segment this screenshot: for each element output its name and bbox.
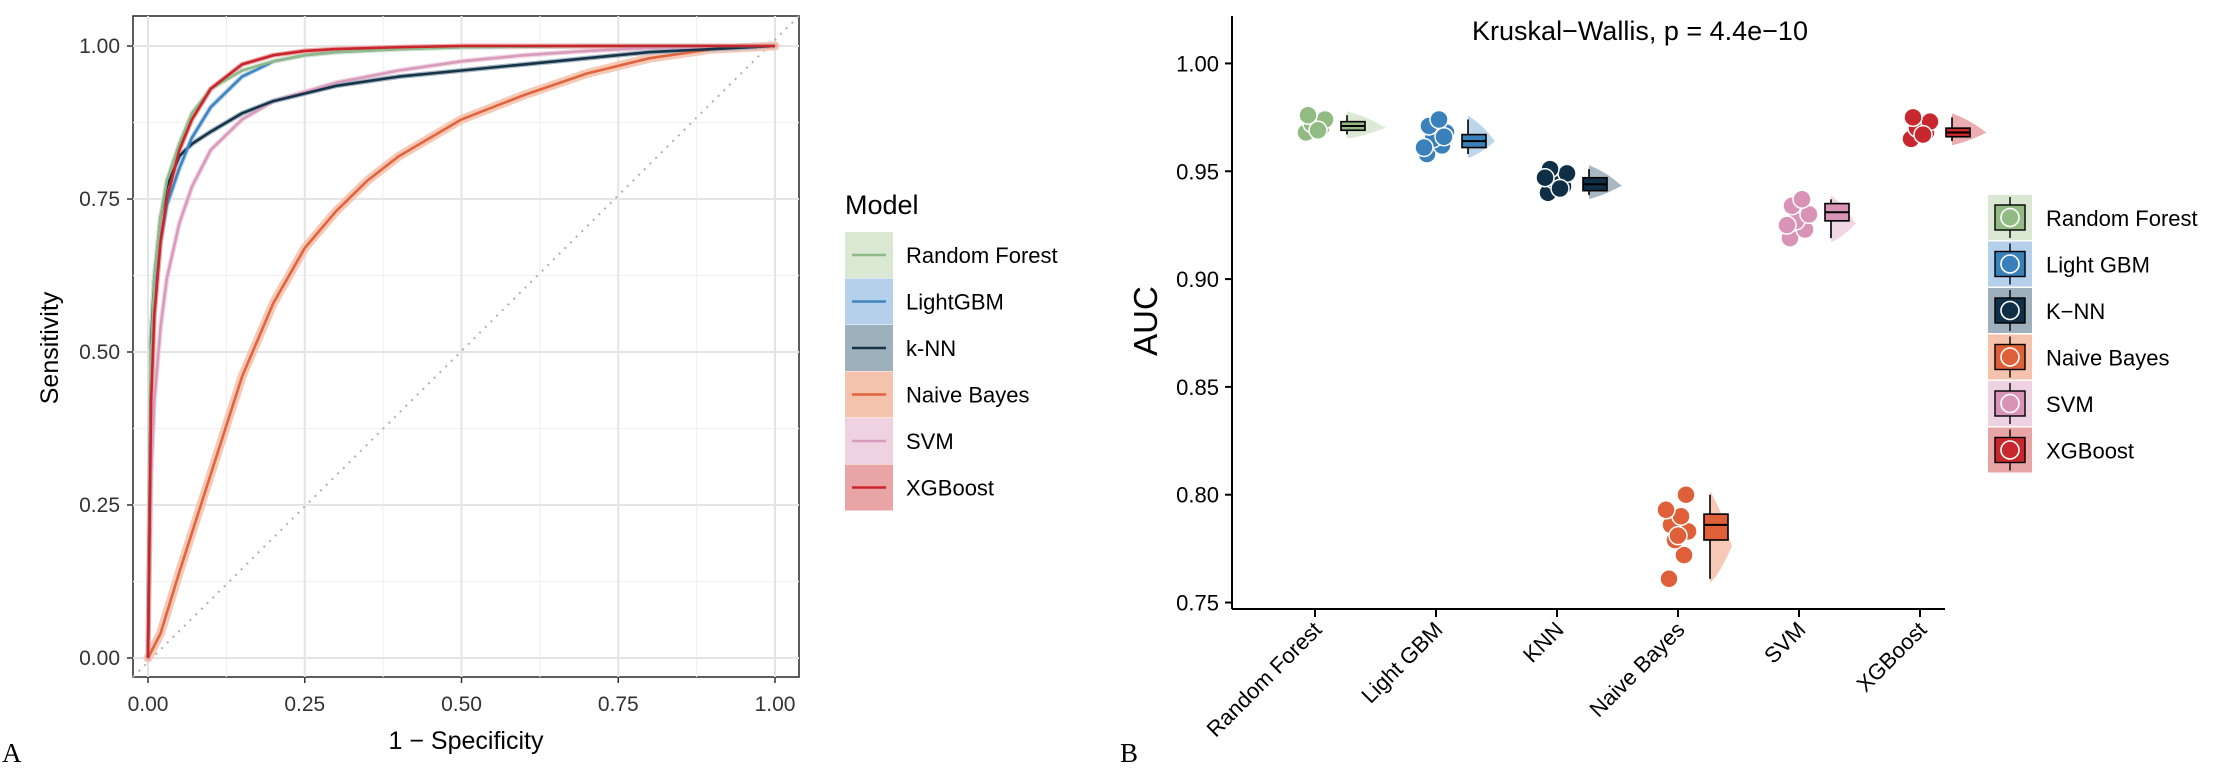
point-naive-bayes: [1656, 500, 1676, 520]
panel-b-y-axis-title: AUC: [1127, 286, 1164, 356]
point-light-gbm: [1434, 127, 1454, 147]
roc-line-svm: [146, 44, 776, 659]
panel-a-x-tick-labels: 0.00 0.25 0.50 0.75 1.00: [128, 677, 796, 716]
group-xgboost: [1901, 107, 1987, 149]
point-naive-bayes: [1676, 484, 1696, 505]
legend-b-label-xgboost: XGBoost: [2046, 439, 2134, 464]
roc-line-random-forest: [146, 44, 775, 659]
legend-b-label-naive-bayes: Naive Bayes: [2046, 346, 2170, 371]
group-naive-bayes: [1656, 484, 1732, 589]
point-knn: [1550, 178, 1570, 199]
panel-a-roc-chart: 0.00 0.25 0.50 0.75 1.00 0.00 0.25 0.50 0.75 1.0…: [36, 15, 1058, 755]
roc-line-xgboost: [146, 44, 775, 659]
legend-b-item-xgboost: XGBoost: [1988, 427, 2134, 473]
panel-b-x-tick-label: Random Forest: [1202, 617, 1327, 742]
panel-a-label: A: [2, 738, 22, 768]
legend-a-item-k-nn: k-NN: [845, 325, 956, 371]
legend-a-label-k-nn: k-NN: [906, 336, 956, 361]
panel-a-y-axis-title: Sensitivity: [36, 291, 64, 404]
legend-b-point-light-gbm: [2000, 254, 2020, 274]
point-naive-bayes: [1674, 545, 1694, 565]
panel-b-y-tick-label: 0.75: [1176, 591, 1219, 616]
panel-a-y-tick-labels: 0.00 0.25 0.50 0.75 1.00: [79, 35, 133, 670]
panel-a-roc-lines: [146, 44, 776, 659]
panel-b-legend: Random Forest Light GBM K−NN Naive Bayes SVM…: [1988, 195, 2198, 473]
panel-b-auc-raincloud-chart: Kruskal−Wallis, p = 4.4e−10 0.75 0.80 0.85…: [1127, 16, 2198, 742]
point-random-forest: [1308, 120, 1328, 141]
point-naive-bayes: [1659, 569, 1679, 589]
legend-b-label-svm: SVM: [2046, 392, 2094, 417]
legend-b-point-k-nn: [2000, 300, 2020, 321]
legend-b-item-svm: SVM: [1988, 381, 2094, 426]
legend-a-label-naive-bayes: Naive Bayes: [906, 383, 1030, 408]
point-xgboost: [1913, 124, 1933, 145]
point-light-gbm: [1414, 137, 1434, 158]
panel-a-x-tick-label: 0.50: [441, 693, 482, 716]
legend-a-item-lightgbm: LightGBM: [845, 278, 1004, 325]
legend-b-point-svm: [2000, 393, 2020, 414]
point-light-gbm: [1429, 109, 1449, 130]
panel-a-x-tick-label: 1.00: [755, 693, 796, 716]
panel-b-x-tick-label: XGBoost: [1852, 617, 1932, 697]
panel-a-x-tick-label: 0.75: [598, 693, 639, 716]
panel-b-label: B: [1120, 738, 1138, 768]
point-xgboost: [1903, 107, 1923, 128]
panel-a-y-tick-label: 0.50: [79, 341, 120, 364]
panel-b-y-tick-labels: 0.75 0.80 0.85 0.90 0.95 1.00: [1176, 51, 1232, 616]
panel-b-y-tick-label: 0.85: [1176, 375, 1219, 400]
roc-line-naive-bayes: [146, 44, 776, 659]
panel-a-x-tick-label: 0.25: [284, 693, 325, 716]
panel-a-y-tick-label: 1.00: [79, 35, 120, 58]
legend-a-item-naive-bayes: Naive Bayes: [845, 371, 1030, 418]
legend-b-item-light-gbm: Light GBM: [1988, 241, 2150, 287]
panel-b-y-tick-label: 1.00: [1176, 51, 1219, 76]
panel-b-x-tick-label: Naive Bayes: [1585, 617, 1690, 722]
box-naive-bayes: [1703, 513, 1729, 541]
panel-a-legend-title: Model: [845, 190, 919, 220]
panel-b-groups: [1296, 105, 1987, 589]
legend-a-item-random-forest: Random Forest: [845, 232, 1058, 278]
group-knn: [1535, 159, 1622, 203]
legend-b-item-naive-bayes: Naive Bayes: [1988, 334, 2170, 380]
legend-a-item-xgboost: XGBoost: [845, 464, 994, 511]
density-random-forest: [1347, 111, 1387, 139]
legend-b-item-k-nn: K−NN: [1988, 288, 2105, 333]
group-svm: [1777, 189, 1857, 248]
panel-b-x-tick-label: KNN: [1518, 617, 1569, 668]
group-light-gbm: [1414, 109, 1496, 164]
panel-b-x-tick-labels: Random Forest Light GBM KNN Naive Bayes SVM X…: [1202, 609, 1932, 742]
point-knn: [1535, 167, 1555, 188]
legend-b-point-random-forest: [2000, 207, 2020, 228]
legend-b-point-naive-bayes: [2000, 347, 2020, 367]
legend-b-label-k-nn: K−NN: [2046, 299, 2105, 324]
panel-a-y-tick-label: 0.75: [79, 188, 120, 211]
panel-b-x-tick-label: SVM: [1759, 617, 1810, 668]
panel-b-y-tick-label: 0.95: [1176, 159, 1219, 184]
panel-b-y-tick-label: 0.90: [1176, 267, 1219, 292]
point-svm: [1777, 215, 1797, 235]
panel-a-plot-background: [132, 15, 800, 678]
panel-b-x-tick-label: Light GBM: [1356, 617, 1447, 708]
point-naive-bayes: [1668, 525, 1688, 546]
point-random-forest: [1298, 105, 1318, 125]
point-svm: [1792, 189, 1812, 210]
panel-a-y-tick-label: 0.00: [79, 647, 120, 670]
panel-a-x-axis-title: 1 − Specificity: [389, 727, 544, 755]
legend-a-label-random-forest: Random Forest: [906, 243, 1058, 268]
legend-b-label-light-gbm: Light GBM: [2046, 253, 2150, 278]
panel-b-y-tick-label: 0.80: [1176, 483, 1219, 508]
panel-b-title: Kruskal−Wallis, p = 4.4e−10: [1472, 16, 1808, 46]
legend-b-item-random-forest: Random Forest: [1988, 195, 2198, 240]
legend-b-label-random-forest: Random Forest: [2046, 206, 2198, 231]
panel-a-legend: Random Forest LightGBM k-NN Naive Bayes SVM X…: [845, 232, 1058, 511]
legend-a-label-xgboost: XGBoost: [906, 476, 994, 501]
group-random-forest: [1296, 105, 1387, 143]
legend-a-item-svm: SVM: [845, 418, 954, 464]
legend-a-label-lightgbm: LightGBM: [906, 290, 1004, 315]
legend-a-label-svm: SVM: [906, 429, 954, 454]
panel-a-x-tick-label: 0.00: [128, 693, 169, 716]
panel-a-y-tick-label: 0.25: [79, 494, 120, 517]
legend-b-point-xgboost: [2000, 440, 2020, 460]
